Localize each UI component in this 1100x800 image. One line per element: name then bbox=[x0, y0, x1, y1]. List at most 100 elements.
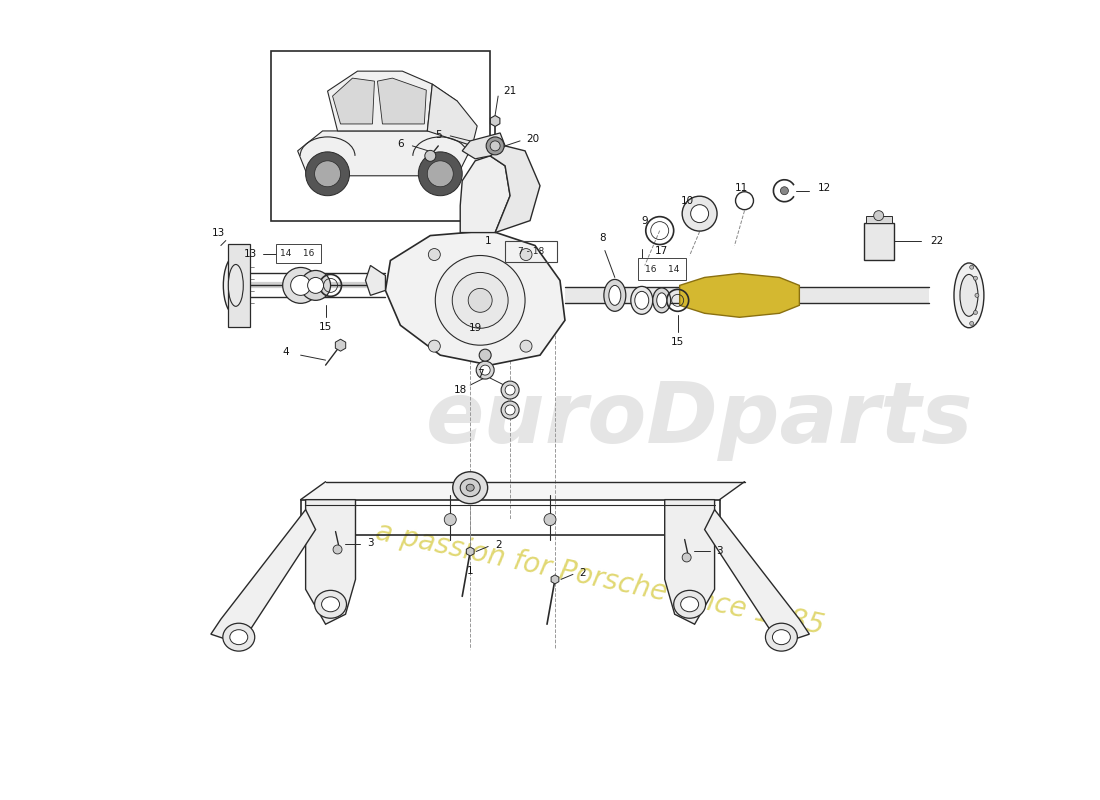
Ellipse shape bbox=[673, 590, 705, 618]
Ellipse shape bbox=[635, 291, 649, 310]
Text: 12: 12 bbox=[817, 182, 830, 193]
Circle shape bbox=[428, 340, 440, 352]
Circle shape bbox=[300, 270, 331, 300]
Circle shape bbox=[418, 152, 462, 196]
Circle shape bbox=[290, 275, 310, 295]
Text: 10: 10 bbox=[681, 196, 694, 206]
Polygon shape bbox=[551, 575, 559, 584]
Bar bbox=[228, 243, 250, 327]
Ellipse shape bbox=[460, 478, 481, 497]
Circle shape bbox=[308, 278, 323, 294]
Ellipse shape bbox=[604, 279, 626, 311]
Ellipse shape bbox=[321, 597, 340, 612]
Ellipse shape bbox=[960, 274, 978, 316]
Polygon shape bbox=[298, 131, 472, 176]
Circle shape bbox=[444, 514, 456, 526]
Ellipse shape bbox=[609, 286, 620, 306]
Polygon shape bbox=[466, 547, 474, 556]
Polygon shape bbox=[300, 482, 745, 500]
Circle shape bbox=[476, 361, 494, 379]
Ellipse shape bbox=[691, 205, 708, 222]
Polygon shape bbox=[306, 500, 355, 624]
Circle shape bbox=[486, 137, 504, 155]
Circle shape bbox=[436, 255, 525, 345]
Polygon shape bbox=[460, 156, 510, 233]
Polygon shape bbox=[664, 500, 715, 624]
Text: 18: 18 bbox=[453, 385, 466, 395]
Text: 2: 2 bbox=[580, 568, 586, 578]
Ellipse shape bbox=[681, 597, 698, 612]
Text: 8: 8 bbox=[600, 233, 606, 242]
Bar bbox=[271, 51, 491, 221]
Polygon shape bbox=[705, 510, 810, 644]
Circle shape bbox=[425, 150, 436, 162]
Bar bbox=[866, 216, 892, 222]
Ellipse shape bbox=[505, 385, 515, 395]
Text: 5: 5 bbox=[434, 130, 441, 140]
Text: 11: 11 bbox=[735, 182, 748, 193]
Text: 13: 13 bbox=[212, 227, 226, 238]
Text: 21: 21 bbox=[504, 86, 517, 96]
Polygon shape bbox=[491, 146, 540, 233]
Circle shape bbox=[481, 365, 491, 375]
Bar bbox=[865, 222, 894, 261]
Circle shape bbox=[491, 141, 501, 151]
Ellipse shape bbox=[970, 266, 974, 270]
Polygon shape bbox=[332, 78, 374, 124]
Polygon shape bbox=[462, 133, 505, 159]
Text: 17: 17 bbox=[656, 246, 669, 255]
Circle shape bbox=[873, 210, 883, 221]
Text: 6: 6 bbox=[397, 139, 404, 149]
Ellipse shape bbox=[505, 405, 515, 415]
Text: 2: 2 bbox=[495, 541, 502, 550]
Text: 9: 9 bbox=[641, 216, 648, 226]
Ellipse shape bbox=[453, 472, 487, 504]
Text: 7: 7 bbox=[477, 369, 484, 379]
Polygon shape bbox=[385, 230, 565, 365]
Circle shape bbox=[520, 249, 532, 261]
Text: 19: 19 bbox=[469, 323, 482, 334]
Polygon shape bbox=[680, 274, 800, 318]
Polygon shape bbox=[328, 71, 432, 131]
Bar bbox=[276, 243, 320, 263]
Circle shape bbox=[428, 249, 440, 261]
Circle shape bbox=[306, 152, 350, 196]
Text: 3: 3 bbox=[716, 546, 723, 557]
Polygon shape bbox=[427, 84, 477, 146]
Ellipse shape bbox=[657, 293, 667, 308]
Circle shape bbox=[780, 186, 789, 194]
Text: 3: 3 bbox=[367, 538, 374, 549]
Ellipse shape bbox=[974, 310, 978, 314]
Text: 15: 15 bbox=[671, 338, 684, 347]
Text: 4: 4 bbox=[283, 347, 289, 357]
Ellipse shape bbox=[975, 294, 979, 298]
Ellipse shape bbox=[502, 401, 519, 419]
Bar bbox=[565, 287, 930, 303]
Ellipse shape bbox=[766, 623, 797, 651]
Ellipse shape bbox=[772, 630, 791, 645]
Circle shape bbox=[469, 288, 492, 312]
Circle shape bbox=[544, 514, 556, 526]
Ellipse shape bbox=[466, 484, 474, 491]
Ellipse shape bbox=[652, 288, 671, 313]
Text: 7 - 18: 7 - 18 bbox=[518, 247, 544, 256]
Ellipse shape bbox=[970, 322, 974, 326]
Text: 22: 22 bbox=[931, 235, 944, 246]
Ellipse shape bbox=[630, 286, 652, 314]
Polygon shape bbox=[491, 115, 499, 126]
Text: 14    16: 14 16 bbox=[280, 249, 315, 258]
Ellipse shape bbox=[502, 381, 519, 399]
Text: 1: 1 bbox=[466, 566, 473, 577]
Circle shape bbox=[520, 340, 532, 352]
Text: a passion for Porsche since 1985: a passion for Porsche since 1985 bbox=[373, 518, 827, 641]
Polygon shape bbox=[377, 78, 427, 124]
Bar bbox=[505, 241, 557, 262]
Polygon shape bbox=[336, 339, 345, 351]
Circle shape bbox=[427, 161, 453, 186]
Text: 20: 20 bbox=[527, 134, 540, 144]
Ellipse shape bbox=[974, 276, 978, 280]
Ellipse shape bbox=[223, 255, 249, 315]
Text: euroDparts: euroDparts bbox=[426, 378, 974, 462]
Circle shape bbox=[283, 267, 319, 303]
Circle shape bbox=[333, 545, 342, 554]
